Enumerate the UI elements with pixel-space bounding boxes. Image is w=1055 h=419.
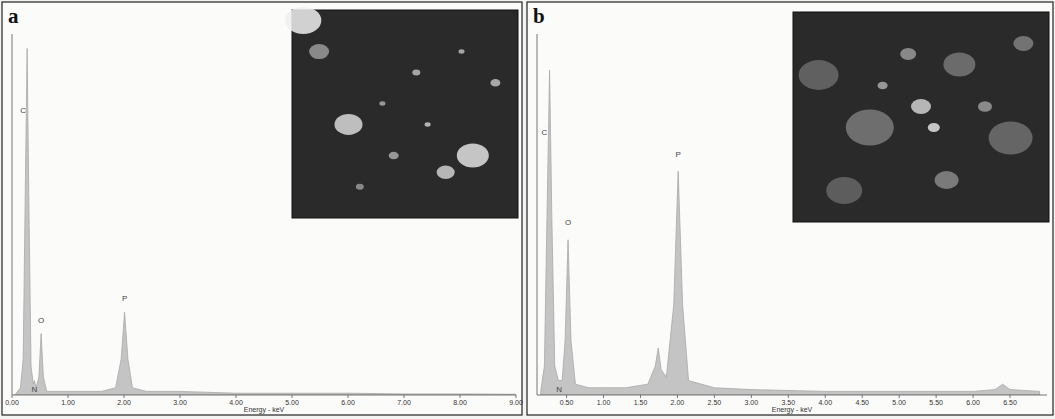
x-tick-label: 6.00 [966, 399, 980, 406]
panel: 0.00 1.00 2.00 3.00 4.00 5.00 6.00 7.00 8.00 9.00… [2, 2, 523, 415]
x-tick-label: 2.50 [708, 399, 722, 406]
sem-particle [978, 101, 992, 112]
sem-particle [309, 44, 329, 59]
sem-particle [900, 48, 916, 60]
x-tick [751, 395, 752, 398]
x-tick [640, 395, 641, 398]
peak-label: C [20, 106, 26, 115]
x-tick [899, 395, 900, 398]
x-tick-label: 3.00 [745, 399, 759, 406]
x-tick-label: 1.50 [634, 399, 648, 406]
x-tick-label: 5.50 [929, 399, 943, 406]
x-tick-label: 6.00 [341, 399, 355, 406]
sem-particle [943, 53, 975, 77]
x-tick [404, 395, 405, 398]
x-tick [236, 395, 237, 398]
sem-particle [826, 177, 862, 204]
x-tick [1010, 395, 1011, 398]
x-tick-label: 4.50 [855, 399, 869, 406]
x-tick-label: 4.00 [229, 399, 243, 406]
sem-inset [285, 7, 518, 218]
y-axis [12, 34, 13, 395]
panel-letter: b [533, 4, 545, 28]
x-tick [862, 395, 863, 398]
x-tick-label: 0.50 [560, 399, 574, 406]
x-tick [348, 395, 349, 398]
sem-particle [846, 110, 894, 146]
x-axis [537, 395, 1047, 396]
x-tick [714, 395, 715, 398]
x-tick [516, 395, 517, 398]
x-tick-label: 1.00 [61, 399, 75, 406]
sem-particle [425, 122, 431, 127]
x-tick [180, 395, 181, 398]
x-tick-label: 7.00 [397, 399, 411, 406]
sem-particle [356, 184, 364, 190]
x-tick [292, 395, 293, 398]
peak-label: O [565, 218, 571, 227]
sem-image [292, 10, 518, 218]
sem-particle [379, 101, 385, 106]
peak-label: P [676, 150, 681, 159]
x-tick-label: 0.00 [5, 399, 19, 406]
sem-particle [799, 60, 839, 90]
peak-label: P [122, 294, 127, 303]
x-tick-label: 8.00 [453, 399, 467, 406]
sem-particle [437, 165, 455, 179]
panel-frame [527, 2, 1053, 415]
x-tick [973, 395, 974, 398]
y-axis [537, 34, 538, 395]
x-tick [936, 395, 937, 398]
sem-particle [335, 114, 363, 135]
x-tick-label: 4.00 [818, 399, 832, 406]
panel-frame [2, 2, 522, 415]
x-tick [825, 395, 826, 398]
sem-particle [1013, 36, 1033, 51]
x-tick-label: 3.50 [781, 399, 795, 406]
sem-particle [911, 99, 931, 114]
x-tick [68, 395, 69, 398]
x-tick-label: 2.00 [117, 399, 131, 406]
x-tick [788, 395, 789, 398]
x-tick [677, 395, 678, 398]
x-tick-label: 3.00 [173, 399, 187, 406]
sem-particle [490, 79, 500, 87]
sem-particle [459, 49, 465, 54]
x-tick-label: 5.00 [892, 399, 906, 406]
panel: 0.50 1.00 1.50 2.00 2.50 3.00 3.50 4.00 4.50 5.00… [527, 2, 1053, 415]
x-tick [603, 395, 604, 398]
x-tick-label: 1.00 [597, 399, 611, 406]
sem-particle [457, 144, 489, 168]
x-axis [12, 395, 516, 396]
sem-particle [989, 122, 1033, 155]
x-tick-label: 6.50 [1003, 399, 1017, 406]
peak-label: O [38, 316, 44, 325]
peak-label: N [32, 385, 38, 394]
x-tick [566, 395, 567, 398]
sem-particle [935, 171, 959, 189]
x-tick-label: 9.00 [509, 399, 523, 406]
sem-image [793, 12, 1049, 222]
sem-particle [928, 123, 940, 132]
sem-particle [878, 82, 888, 90]
sem-particle [412, 69, 420, 75]
figure: 0.00 1.00 2.00 3.00 4.00 5.00 6.00 7.00 8.00 9.00… [0, 0, 1055, 419]
sem-particle [285, 7, 321, 34]
x-axis-title: Energy - keV [244, 406, 285, 414]
peak-label: C [542, 128, 548, 137]
x-tick [12, 395, 13, 398]
x-tick [124, 395, 125, 398]
x-axis-title: Energy - keV [772, 406, 813, 414]
x-tick-label: 2.00 [671, 399, 685, 406]
panel-letter: a [8, 4, 19, 28]
x-tick-label: 5.00 [285, 399, 299, 406]
peak-label: N [556, 385, 562, 394]
sem-inset [793, 12, 1049, 222]
sem-particle [389, 152, 399, 160]
x-tick [460, 395, 461, 398]
